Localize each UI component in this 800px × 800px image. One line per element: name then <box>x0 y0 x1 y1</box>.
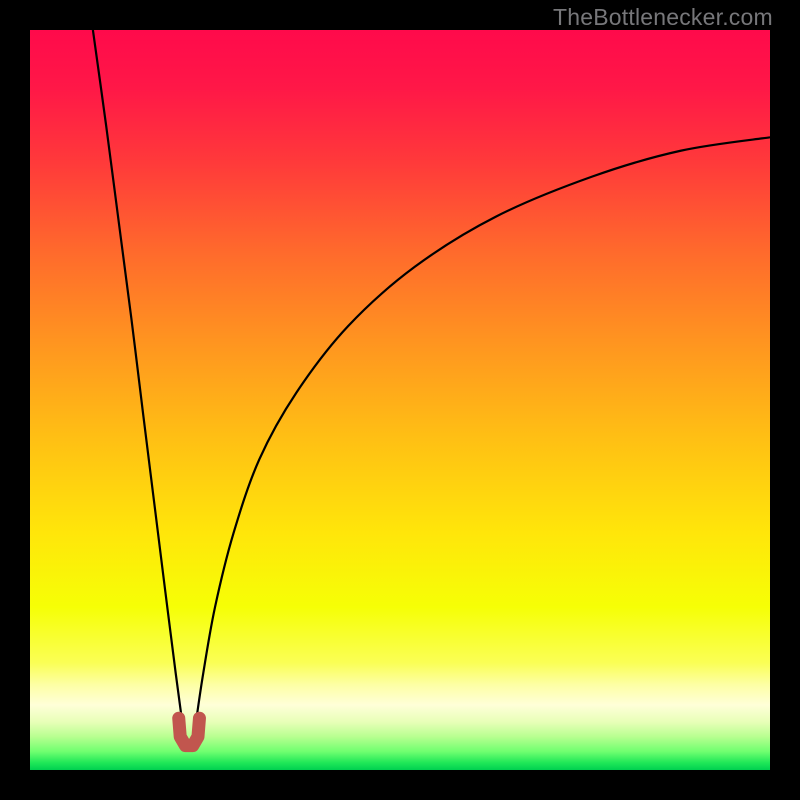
gradient-plot-area <box>30 30 770 770</box>
watermark-text: TheBottlenecker.com <box>553 4 773 31</box>
